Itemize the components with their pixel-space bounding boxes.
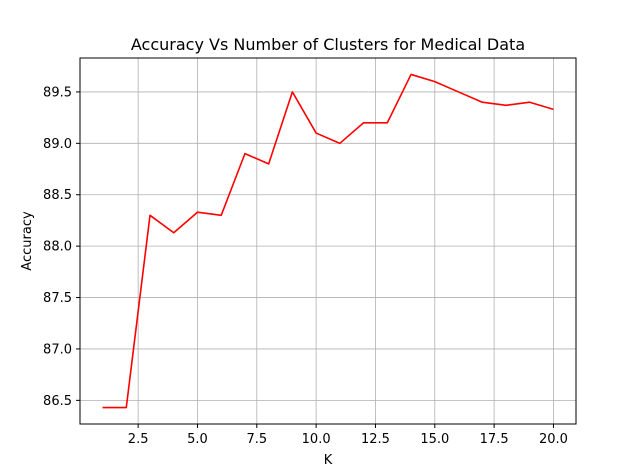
chart-title: Accuracy Vs Number of Clusters for Medic… [131, 35, 525, 54]
x-tick-label: 10.0 [302, 432, 331, 447]
y-axis-label: Accuracy [20, 211, 35, 271]
x-tick-label: 5.0 [187, 432, 208, 447]
y-tick-label: 88.5 [43, 188, 72, 203]
y-tick-label: 89.5 [43, 85, 72, 100]
grid [80, 58, 576, 424]
plot-frame [79, 57, 577, 425]
x-tick-label: 15.0 [420, 432, 449, 447]
x-tick-label: 20.0 [539, 432, 568, 447]
x-axis-label: K [324, 453, 333, 468]
x-tick-label: 7.5 [246, 432, 267, 447]
y-axis: 86.5 87.0 87.5 88.0 88.5 89.0 89.5 [43, 85, 80, 409]
x-tick-label: 12.5 [361, 432, 390, 447]
x-axis: 2.5 5.0 7.5 10.0 12.5 15.0 17.5 20.0 [128, 424, 568, 447]
x-tick-label: 17.5 [480, 432, 509, 447]
series-layer [102, 73, 554, 409]
y-tick-label: 86.5 [43, 394, 72, 409]
y-tick-label: 87.5 [43, 291, 72, 306]
y-tick-label: 89.0 [43, 137, 72, 152]
series-line [102, 73, 554, 409]
y-tick-label: 87.0 [43, 342, 72, 357]
x-tick-label: 2.5 [128, 432, 149, 447]
y-tick-label: 88.0 [43, 240, 72, 255]
